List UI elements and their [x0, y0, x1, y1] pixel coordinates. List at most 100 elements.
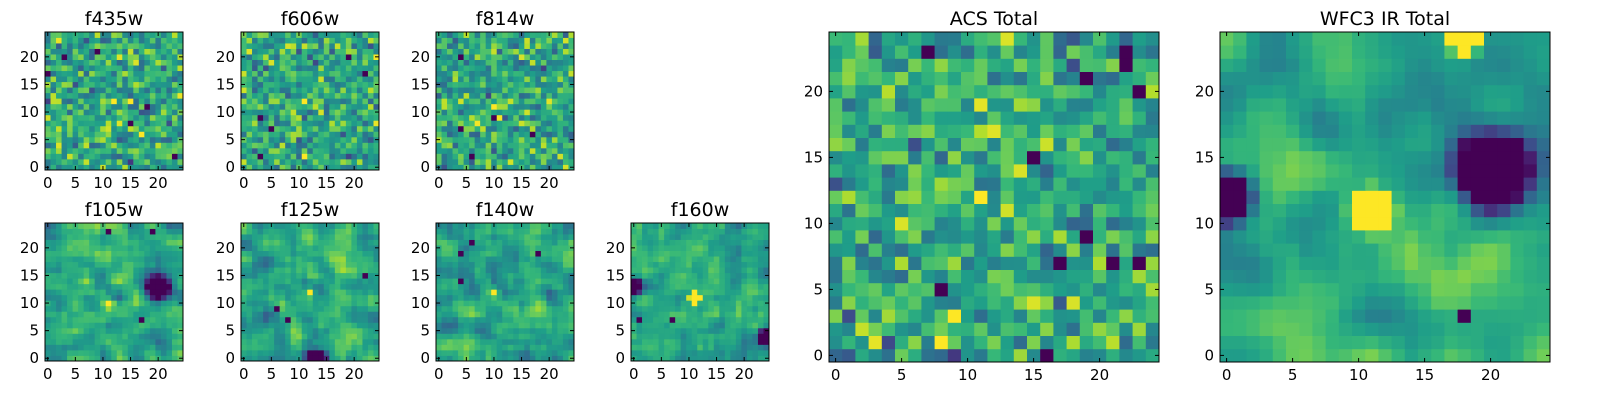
heatmap-cell [961, 282, 975, 297]
heatmap-cell [177, 48, 184, 55]
heatmap-cell [56, 338, 62, 345]
heatmap-cell [301, 120, 308, 127]
heatmap-cell [458, 294, 464, 301]
heatmap-cell [362, 316, 369, 323]
heatmap-cell [562, 294, 569, 301]
x-tick-label: 10 [289, 365, 308, 383]
heatmap-cell [763, 349, 770, 356]
heatmap-cell [144, 43, 151, 49]
heatmap-cell [441, 32, 448, 38]
heatmap-cell [318, 37, 325, 44]
heatmap-cell [507, 32, 514, 38]
heatmap-cell [741, 289, 748, 296]
heatmap-cell [557, 131, 564, 138]
heatmap-cell [934, 216, 949, 231]
heatmap-cell [1027, 243, 1041, 257]
heatmap-cell [122, 37, 129, 44]
heatmap-cell [263, 70, 269, 77]
heatmap-cell [713, 316, 720, 323]
heatmap-cell [469, 37, 476, 44]
heatmap-cell [447, 305, 453, 312]
heatmap-cell [279, 76, 286, 83]
heatmap-cell [94, 234, 101, 240]
heatmap-cell [469, 103, 476, 110]
heatmap-cell [642, 256, 648, 263]
heatmap-cell [356, 272, 363, 279]
heatmap-cell [562, 136, 569, 143]
heatmap-cell [144, 289, 151, 296]
heatmap-cell [56, 37, 62, 44]
heatmap-cell [373, 267, 380, 274]
heatmap-cell [160, 278, 167, 285]
heatmap-cell [274, 81, 281, 88]
heatmap-cell [502, 109, 509, 116]
heatmap-cell [441, 153, 448, 160]
heatmap-cell [524, 48, 531, 55]
heatmap-cell [1106, 216, 1120, 231]
heatmap-cell [653, 250, 659, 257]
heatmap-cell [241, 114, 247, 121]
heatmap-cell [513, 153, 520, 160]
heatmap-cell [631, 256, 637, 263]
heatmap-cell [502, 223, 509, 229]
y-tick-label: 0 [420, 158, 430, 176]
heatmap-cell [301, 305, 308, 312]
heatmap-cell [127, 76, 134, 83]
heatmap-cell [895, 177, 909, 191]
heatmap-cell [1145, 190, 1160, 204]
heatmap-cell [307, 109, 314, 116]
heatmap-cell [83, 158, 90, 165]
heatmap-cell [452, 147, 459, 154]
heatmap-cell [961, 256, 975, 270]
heatmap-cell [89, 158, 96, 165]
heatmap-cell [713, 239, 720, 246]
heatmap-cell [529, 272, 536, 279]
heatmap-cell [257, 131, 264, 138]
heatmap-cell [318, 338, 325, 345]
heatmap-cell [340, 81, 347, 88]
heatmap-cell [1053, 282, 1067, 297]
heatmap-cell [246, 355, 253, 362]
heatmap-cell [340, 344, 347, 351]
heatmap-cell [458, 125, 464, 132]
heatmap-cell [485, 147, 492, 154]
heatmap-cell [111, 349, 118, 356]
heatmap-cell [1093, 190, 1107, 204]
heatmap-cell [502, 48, 509, 55]
heatmap-cell [89, 114, 96, 121]
heatmap-cell [1079, 164, 1094, 178]
heatmap-cell [1000, 203, 1015, 218]
heatmap-cell [719, 278, 726, 285]
heatmap-cell [485, 245, 492, 251]
heatmap-cell [296, 48, 303, 55]
heatmap-cell [318, 48, 325, 55]
heatmap-cell [719, 322, 726, 329]
heatmap-cell [279, 344, 286, 351]
heatmap-cell [78, 142, 85, 149]
heatmap-cell [529, 48, 536, 55]
heatmap-cell [149, 76, 156, 83]
heatmap-cell [1079, 309, 1094, 323]
axes-frame [240, 31, 380, 171]
heatmap-cell [116, 322, 123, 329]
heatmap-cell [895, 216, 909, 231]
heatmap-cell [290, 239, 297, 246]
heatmap-cell [529, 333, 536, 340]
heatmap-cell [730, 234, 737, 240]
heatmap-cell [452, 48, 459, 55]
heatmap-cell [307, 65, 314, 72]
heatmap-cell [502, 65, 509, 72]
heatmap-cell [1106, 296, 1120, 310]
heatmap-cell [568, 98, 575, 105]
heatmap-cell [116, 311, 123, 318]
heatmap-cell [947, 216, 962, 231]
heatmap-cell [724, 234, 731, 240]
heatmap-cell [166, 120, 173, 127]
heatmap-cell [263, 305, 269, 312]
heatmap-cell [252, 76, 258, 83]
axes-frame [44, 222, 184, 362]
heatmap-cell [540, 147, 547, 154]
heatmap-cell [373, 125, 380, 132]
heatmap-cell [94, 59, 101, 66]
heatmap-cell [356, 87, 363, 94]
